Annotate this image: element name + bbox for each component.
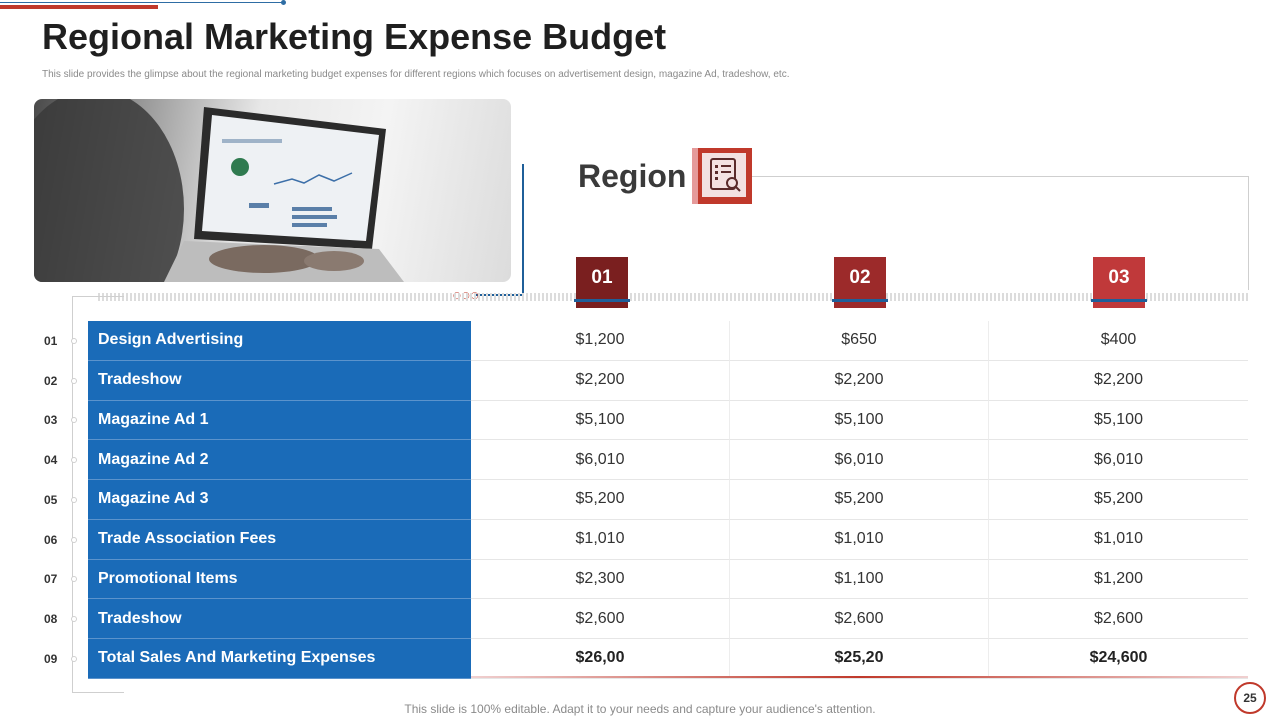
row-label: Total Sales And Marketing Expenses (88, 639, 471, 679)
table-row: 03 Magazine Ad 1 $5,100 $5,100 $5,100 (44, 400, 1248, 441)
row-label: Magazine Ad 3 (88, 480, 471, 520)
row-number: 01 (44, 333, 58, 348)
region-01-value: $2,600 (471, 599, 730, 639)
region-03-value: $2,600 (989, 599, 1248, 639)
region-03-total: $24,600 (989, 639, 1248, 679)
row-marker (71, 417, 77, 424)
row-number: 07 (44, 572, 58, 587)
badge-underline (574, 299, 630, 302)
table-row-total: 09 Total Sales And Marketing Expenses $2… (44, 639, 1248, 679)
row-marker (71, 536, 77, 543)
table-bottom-line (471, 676, 1248, 678)
row-number: 04 (44, 453, 58, 468)
region-column-badge-03: 03 (1093, 257, 1145, 299)
slide-subtitle: This slide provides the glimpse about th… (42, 69, 790, 80)
region-02-value: $1,100 (730, 559, 989, 600)
row-marker (71, 655, 77, 662)
region-01-value: $1,200 (471, 321, 730, 361)
region-03-value: $1,010 (989, 520, 1248, 560)
row-number: 08 (44, 612, 58, 627)
badge-tail (576, 302, 628, 308)
region-column-badge-01: 01 (576, 257, 628, 299)
region-01-value: $5,200 (471, 480, 730, 520)
table-row: 01 Design Advertising $1,200 $650 $400 (44, 321, 1248, 361)
region-02-value: $650 (730, 321, 989, 361)
table-row: 05 Magazine Ad 3 $5,200 $5,200 $5,200 (44, 480, 1248, 520)
region-02-value: $5,200 (730, 480, 989, 520)
slide-title: Regional Marketing Expense Budget (42, 16, 667, 57)
table-row: 06 Trade Association Fees $1,010 $1,010 … (44, 519, 1248, 560)
budget-table: 01 Design Advertising $1,200 $650 $400 0… (44, 321, 1248, 679)
row-label: Trade Association Fees (88, 519, 471, 560)
slide-footer: This slide is 100% editable. Adapt it to… (404, 702, 876, 716)
row-marker (71, 377, 77, 384)
badge-underline (832, 299, 888, 302)
row-number: 09 (44, 651, 58, 666)
row-label: Magazine Ad 1 (88, 400, 471, 441)
region-02-value: $2,600 (730, 599, 989, 639)
region-01-total: $26,00 (471, 639, 730, 679)
region-01-value: $6,010 (471, 440, 730, 480)
row-number: 05 (44, 492, 58, 507)
region-03-value: $6,010 (989, 440, 1248, 480)
region-01-value: $1,010 (471, 519, 730, 560)
region-02-value: $2,200 (730, 360, 989, 401)
region-03-value: $5,100 (989, 401, 1248, 441)
row-label: Promotional Items (88, 559, 471, 600)
region-02-total: $25,20 (730, 639, 989, 679)
row-number-bracket (72, 296, 124, 693)
region-01-value: $2,300 (471, 559, 730, 600)
table-row: 04 Magazine Ad 2 $6,010 $6,010 $6,010 (44, 440, 1248, 480)
region-03-value: $5,200 (989, 480, 1248, 520)
row-marker (71, 337, 77, 344)
row-marker (71, 616, 77, 623)
region-label: Region (578, 158, 687, 194)
badge-tail (1093, 302, 1145, 308)
laptop-photo (34, 99, 511, 282)
row-label: Magazine Ad 2 (88, 440, 471, 480)
region-01-value: $5,100 (471, 400, 730, 441)
region-02-value: $6,010 (730, 440, 989, 480)
region-01-value: $2,200 (471, 360, 730, 401)
top-accent-dot (281, 0, 286, 5)
region-03-value: $1,200 (989, 560, 1248, 600)
row-number: 03 (44, 413, 58, 428)
region-02-value: $5,100 (730, 400, 989, 441)
table-row: 08 Tradeshow $2,600 $2,600 $2,600 (44, 599, 1248, 639)
row-label: Tradeshow (88, 360, 471, 401)
row-marker (71, 457, 77, 464)
row-number: 02 (44, 373, 58, 388)
top-accent-bar (0, 5, 158, 9)
badge-tail (834, 302, 886, 308)
region-frame (752, 176, 1249, 290)
page-number: 25 (1234, 682, 1266, 714)
header-divider (98, 293, 1248, 301)
connector-line-vertical (522, 164, 524, 296)
row-label: Design Advertising (88, 321, 471, 361)
document-search-icon (692, 148, 752, 204)
region-03-value: $2,200 (989, 361, 1248, 401)
region-03-value: $400 (989, 321, 1248, 361)
row-marker (71, 576, 77, 583)
row-marker (71, 496, 77, 503)
row-number: 06 (44, 532, 58, 547)
badge-underline (1091, 299, 1147, 302)
top-accent-line (0, 2, 285, 3)
region-column-badge-02: 02 (834, 257, 886, 299)
table-row: 07 Promotional Items $2,300 $1,100 $1,20… (44, 559, 1248, 600)
region-02-value: $1,010 (730, 519, 989, 560)
laptop-illustration (34, 99, 404, 282)
row-label: Tradeshow (88, 599, 471, 639)
table-row: 02 Tradeshow $2,200 $2,200 $2,200 (44, 360, 1248, 401)
